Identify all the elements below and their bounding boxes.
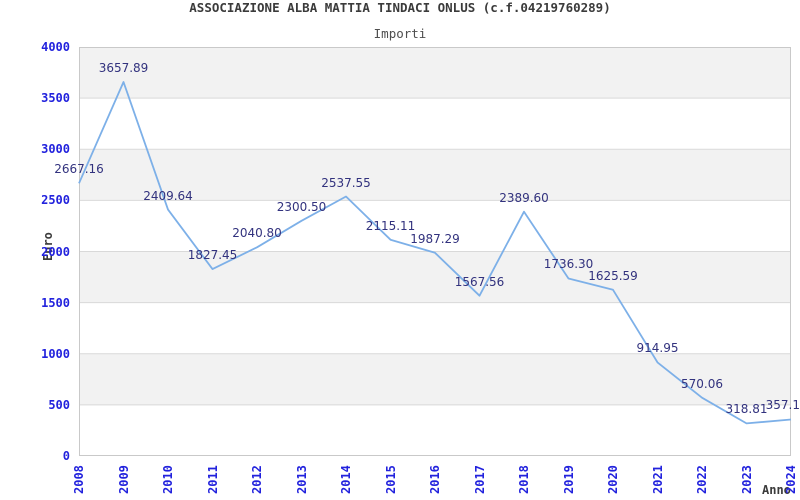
y-tick-label: 1500: [41, 295, 70, 310]
x-tick-label: 2017: [472, 465, 487, 494]
point-value-label: 2409.64: [143, 188, 193, 203]
x-tick-label: 2019: [561, 465, 576, 494]
x-axis-title: Anno: [762, 483, 791, 497]
y-tick-label: 4000: [41, 40, 70, 54]
point-value-label: 2300.50: [276, 199, 327, 214]
point-value-label: 2537.55: [321, 175, 371, 190]
point-value-label: 318.81: [725, 402, 768, 417]
y-tick-label: 0: [62, 449, 70, 463]
y-tick-label: 500: [48, 397, 70, 412]
y-tick-label: 3500: [41, 91, 70, 106]
point-value-label: 1987.29: [410, 231, 460, 246]
point-value-label: 357.1: [765, 398, 800, 413]
x-tick-label: 2013: [294, 465, 309, 494]
plot-band: [79, 149, 791, 201]
x-tick-label: 2015: [383, 465, 398, 494]
x-tick-label: 2020: [606, 465, 620, 494]
y-tick-label: 3000: [41, 142, 70, 157]
point-value-label: 2389.60: [499, 190, 549, 205]
point-value-label: 3657.89: [98, 60, 149, 75]
x-tick-label: 2018: [517, 465, 531, 494]
x-tick-label: 2016: [428, 465, 442, 494]
chart-subtitle: Importi: [373, 26, 427, 41]
point-value-label: 2115.11: [365, 218, 416, 233]
x-tick-label: 2012: [250, 465, 264, 494]
point-value-label: 1625.59: [588, 268, 638, 283]
x-tick-label: 2009: [116, 465, 131, 494]
x-tick-label: 2008: [72, 465, 86, 494]
plot-band: [79, 47, 791, 99]
x-tick-label: 2021: [650, 465, 665, 494]
plot-band: [79, 251, 791, 303]
data-line: [78, 81, 792, 425]
point-value-label: 914.95: [636, 341, 679, 356]
chart-title: ASSOCIAZIONE ALBA MATTIA TINDACI ONLUS (…: [189, 0, 611, 15]
plot-border: [79, 47, 791, 456]
x-tick-label: 2011: [205, 465, 220, 494]
point-value-label: 1736.30: [543, 257, 594, 272]
y-tick-label: 2500: [41, 193, 70, 208]
y-tick-label: 2000: [41, 244, 70, 259]
plot-band: [79, 353, 791, 405]
x-tick-label: 2023: [739, 465, 754, 494]
point-value-label: 2040.80: [232, 226, 282, 241]
x-tick-label: 2024: [784, 465, 798, 494]
point-value-label: 1827.45: [187, 248, 238, 263]
y-tick-label: 1000: [41, 346, 70, 361]
x-tick-label: 2010: [161, 465, 175, 494]
point-value-label: 1567.56: [454, 274, 505, 289]
x-tick-label: 2014: [339, 465, 353, 494]
x-tick-label: 2022: [695, 465, 709, 494]
point-value-label: 2667.16: [54, 162, 104, 177]
point-value-label: 570.06: [681, 376, 723, 391]
